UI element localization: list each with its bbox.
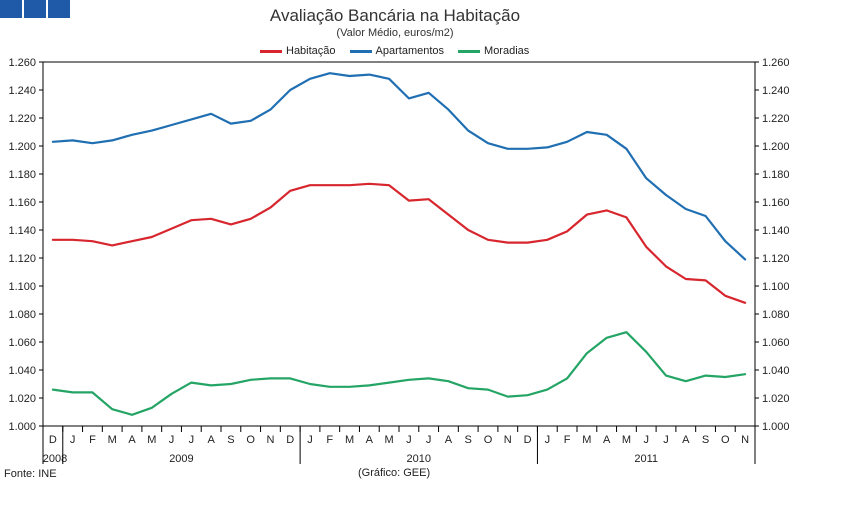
x-tick-label: A [445, 434, 453, 446]
logo-block [0, 0, 22, 18]
x-tick-label: O [246, 434, 255, 446]
source-note: Fonte: INE [4, 468, 57, 480]
legend-label-apartamentos: Apartamentos [375, 45, 445, 57]
y-tick-label-right: 1.100 [762, 281, 790, 293]
x-tick-label: O [721, 434, 730, 446]
x-tick-label: A [366, 434, 374, 446]
chart-title: Avaliação Bancária na Habitação [269, 6, 521, 25]
legend-label-moradias: Moradias [484, 45, 530, 57]
gee-logo [0, 0, 70, 18]
x-tick-label: F [89, 434, 96, 446]
year-label: 2008 [43, 453, 67, 465]
x-tick-label: J [663, 434, 669, 446]
credit-note: (Gráfico: GEE) [358, 467, 431, 479]
y-tick-label-left: 1.180 [8, 169, 36, 181]
y-tick-label-left: 1.020 [8, 393, 36, 405]
year-label: 2010 [407, 453, 431, 465]
x-tick-label: M [345, 434, 354, 446]
chart-subtitle: (Valor Médio, euros/m2) [336, 27, 454, 39]
x-tick-label: M [385, 434, 394, 446]
y-tick-label-left: 1.040 [8, 365, 36, 377]
x-tick-label: J [70, 434, 76, 446]
x-tick-label: M [582, 434, 591, 446]
y-tick-label-left: 1.120 [8, 253, 36, 265]
y-tick-label-left: 1.000 [8, 421, 36, 433]
logo-block [48, 0, 70, 18]
plot-frame [42, 61, 756, 427]
y-tick-label-right: 1.240 [762, 85, 790, 97]
y-tick-label-left: 1.060 [8, 337, 36, 349]
x-tick-label: D [524, 434, 532, 446]
y-tick-label-right: 1.180 [762, 169, 790, 181]
legend-swatch-habitacao [260, 49, 282, 53]
y-tick-label-left: 1.220 [8, 113, 36, 125]
x-tick-label: A [207, 434, 215, 446]
x-tick-label: N [504, 434, 512, 446]
legend-item-apartamentos: Apartamentos [349, 45, 445, 57]
x-tick-label: A [128, 434, 136, 446]
y-tick-label-right: 1.160 [762, 197, 790, 209]
year-label: 2011 [634, 453, 658, 465]
y-tick-label-right: 1.040 [762, 365, 790, 377]
legend-item-moradias: Moradias [458, 45, 529, 57]
x-tick-label: J [189, 434, 195, 446]
y-tick-label-right: 1.120 [762, 253, 790, 265]
x-tick-label: S [465, 434, 472, 446]
y-tick-label-left: 1.140 [8, 225, 36, 237]
legend-label-habitacao: Habitação [286, 45, 336, 57]
legend: Habitação Apartamentos Moradias [260, 45, 529, 57]
y-tick-label-left: 1.200 [8, 141, 36, 153]
logo-block [24, 0, 46, 18]
x-tick-label: D [286, 434, 294, 446]
y-tick-label-right: 1.000 [762, 421, 790, 433]
legend-item-habitacao: Habitação [260, 45, 336, 57]
x-tick-label: F [564, 434, 571, 446]
x-tick-label: S [227, 434, 234, 446]
x-tick-label: M [622, 434, 631, 446]
y-tick-label-left: 1.260 [8, 57, 36, 69]
y-tick-label-right: 1.260 [762, 57, 790, 69]
x-tick-label: S [702, 434, 709, 446]
y-tick-label-right: 1.080 [762, 309, 790, 321]
legend-swatch-moradias [458, 49, 481, 53]
x-tick-label: J [545, 434, 551, 446]
x-tick-label: F [326, 434, 333, 446]
series-line-apartamentos [51, 72, 747, 261]
y-tick-label-right: 1.200 [762, 141, 790, 153]
y-tick-label-right: 1.060 [762, 337, 790, 349]
series-line-moradias [51, 331, 747, 416]
x-tick-label: J [426, 434, 432, 446]
x-tick-label: J [307, 434, 313, 446]
y-tick-label-left: 1.100 [8, 281, 36, 293]
x-tick-label: D [49, 434, 57, 446]
y-tick-label-left: 1.240 [8, 85, 36, 97]
x-tick-label: J [169, 434, 175, 446]
x-tick-label: N [741, 434, 749, 446]
y-tick-label-right: 1.020 [762, 393, 790, 405]
x-tick-label: O [484, 434, 493, 446]
year-label: 2009 [169, 453, 193, 465]
y-tick-label-right: 1.220 [762, 113, 790, 125]
series-line-habitacao [51, 182, 747, 304]
y-tick-label-left: 1.080 [8, 309, 36, 321]
legend-swatch-apartamentos [349, 49, 372, 53]
x-tick-label: N [266, 434, 274, 446]
x-tick-label: A [682, 434, 690, 446]
y-tick-label-left: 1.160 [8, 197, 36, 209]
x-tick-label: M [108, 434, 117, 446]
x-tick-label: M [147, 434, 156, 446]
x-tick-label: J [643, 434, 649, 446]
y-tick-label-right: 1.140 [762, 225, 790, 237]
x-tick-label: A [603, 434, 611, 446]
x-tick-label: J [406, 434, 412, 446]
